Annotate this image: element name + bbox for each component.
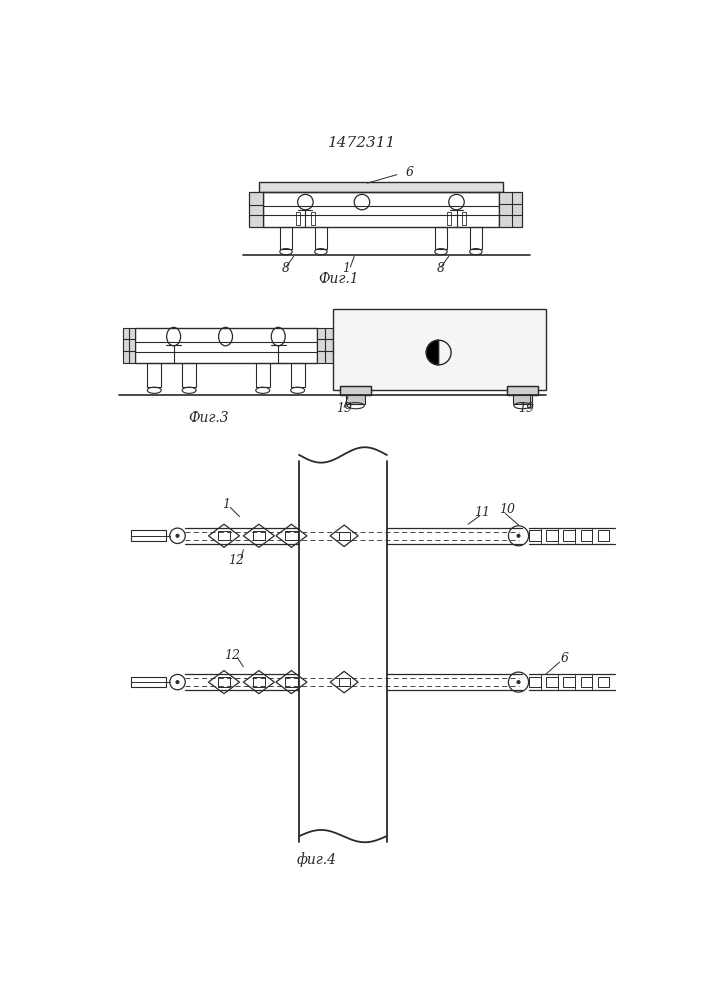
Bar xyxy=(315,227,327,249)
Text: Фиг.3: Фиг.3 xyxy=(188,411,229,425)
Bar xyxy=(469,227,482,249)
Circle shape xyxy=(517,681,520,684)
Bar xyxy=(339,678,349,686)
Bar xyxy=(311,212,315,225)
Bar xyxy=(597,530,609,541)
Text: 1472311: 1472311 xyxy=(328,136,396,150)
Text: 10: 10 xyxy=(499,503,515,516)
Circle shape xyxy=(176,534,179,537)
Circle shape xyxy=(517,534,520,537)
Bar xyxy=(296,212,300,225)
Text: 19: 19 xyxy=(518,402,534,415)
Bar xyxy=(340,386,371,395)
Bar xyxy=(507,386,538,395)
Text: 11: 11 xyxy=(474,506,490,519)
Bar xyxy=(147,363,161,387)
Text: 6: 6 xyxy=(561,652,569,666)
Bar xyxy=(580,530,592,541)
Text: Фиг.1: Фиг.1 xyxy=(318,272,359,286)
Bar xyxy=(259,182,503,192)
Bar xyxy=(249,192,263,227)
Bar xyxy=(547,530,558,541)
Bar xyxy=(285,677,298,687)
Bar xyxy=(513,395,532,404)
Bar xyxy=(218,531,230,540)
Text: 8: 8 xyxy=(282,262,290,275)
Bar xyxy=(346,395,365,404)
Wedge shape xyxy=(426,340,438,365)
Bar xyxy=(462,212,466,225)
Bar xyxy=(123,328,135,363)
Bar xyxy=(340,386,371,395)
Bar xyxy=(252,677,265,687)
Bar xyxy=(285,531,298,540)
Bar xyxy=(435,227,448,249)
Bar xyxy=(252,531,265,540)
Bar xyxy=(580,677,592,687)
Bar xyxy=(530,677,541,687)
Circle shape xyxy=(176,681,179,684)
Bar xyxy=(317,328,332,363)
Bar xyxy=(131,530,166,541)
Text: 1: 1 xyxy=(222,498,230,512)
Bar xyxy=(135,328,317,363)
Text: фиг.4: фиг.4 xyxy=(297,852,337,867)
Bar xyxy=(182,363,196,387)
Text: 19: 19 xyxy=(336,402,352,415)
Text: 1: 1 xyxy=(342,262,351,275)
Bar xyxy=(563,530,575,541)
Bar xyxy=(507,386,538,395)
Bar xyxy=(597,677,609,687)
Bar xyxy=(291,363,305,387)
Bar xyxy=(263,192,499,227)
Bar xyxy=(547,677,558,687)
Bar xyxy=(563,677,575,687)
Bar xyxy=(499,192,522,227)
Bar xyxy=(332,309,546,389)
Bar xyxy=(256,363,270,387)
Text: 8: 8 xyxy=(437,262,445,275)
Bar xyxy=(131,677,166,687)
Bar xyxy=(530,530,541,541)
Bar xyxy=(280,227,292,249)
Bar xyxy=(339,532,349,540)
Bar xyxy=(218,677,230,687)
Bar xyxy=(448,212,451,225)
Text: 12: 12 xyxy=(228,554,244,567)
Text: 6: 6 xyxy=(406,166,414,179)
Text: 12: 12 xyxy=(223,649,240,662)
